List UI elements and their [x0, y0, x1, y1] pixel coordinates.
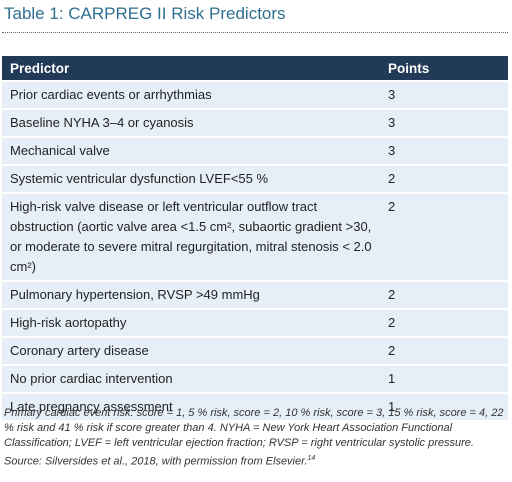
header-cell: Predictor [2, 56, 380, 81]
header-row: Predictor Points [2, 56, 508, 81]
table-row: High-risk valve disease or left ventricu… [2, 192, 508, 281]
points-cell: 2 [380, 164, 508, 193]
points-cell: 2 [380, 192, 508, 281]
footnote: Primary cardiac event risk: score = 1, 5… [4, 406, 504, 470]
footnote-text: Primary cardiac event risk: score = 1, 5… [4, 407, 504, 468]
predictor-cell: No prior cardiac intervention [2, 364, 380, 393]
table-row: No prior cardiac intervention 1 [2, 364, 508, 393]
points-cell: 3 [380, 80, 508, 109]
predictor-cell: High-risk aortopathy [2, 308, 380, 337]
points-cell: 2 [380, 336, 508, 365]
predictor-cell: Mechanical valve [2, 136, 380, 165]
predictor-cell: Late pregnancy assessment [2, 392, 380, 420]
table-row: Pulmonary hypertension, RVSP >49 mmHg 2 [2, 280, 508, 309]
points-cell: 2 [380, 280, 508, 309]
points-cell: 3 [380, 108, 508, 137]
table-row: High-risk aortopathy 2 [2, 308, 508, 337]
points-cell: 2 [380, 308, 508, 337]
points-cell: 3 [380, 136, 508, 165]
points-cell: 1 [380, 364, 508, 393]
header-cell: Points [380, 56, 508, 81]
table-row: Prior cardiac events or arrhythmias 3 [2, 80, 508, 109]
predictor-cell: Systemic ventricular dysfunction LVEF<55… [2, 164, 380, 193]
table-title: Table 1: CARPREG II Risk Predictors [4, 4, 286, 23]
predictor-cell: Prior cardiac events or arrhythmias [2, 80, 380, 109]
title-rule [2, 32, 508, 33]
predictor-cell: Pulmonary hypertension, RVSP >49 mmHg [2, 280, 380, 309]
table-row: Late pregnancy assessment 1 [2, 392, 508, 420]
table-row: Baseline NYHA 3–4 or cyanosis 3 [2, 108, 508, 137]
points-cell: 1 [380, 392, 508, 420]
predictor-cell: Baseline NYHA 3–4 or cyanosis [2, 108, 380, 137]
predictor-cell: High-risk valve disease or left ventricu… [2, 192, 380, 281]
table-body: Prior cardiac events or arrhythmias 3 Base… [2, 80, 508, 420]
table-row: Coronary artery disease 2 [2, 336, 508, 365]
table: Predictor Points Prior cardiac events or… [2, 56, 508, 420]
table-row: Systemic ventricular dysfunction LVEF<55… [2, 164, 508, 193]
footnote-ref: 14 [307, 455, 316, 462]
table-row: Mechanical valve 3 [2, 136, 508, 165]
predictor-cell: Coronary artery disease [2, 336, 380, 365]
